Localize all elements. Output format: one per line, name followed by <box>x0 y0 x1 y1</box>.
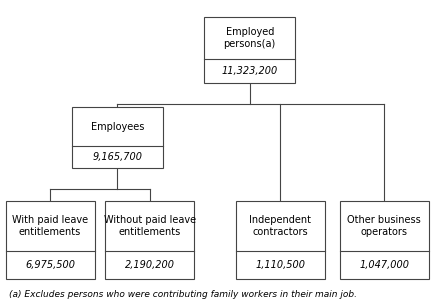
FancyBboxPatch shape <box>72 107 163 168</box>
Text: 6,975,500: 6,975,500 <box>25 260 75 270</box>
Text: Without paid leave
entitlements: Without paid leave entitlements <box>104 215 196 237</box>
FancyBboxPatch shape <box>204 17 295 83</box>
Text: Independent
contractors: Independent contractors <box>249 215 311 237</box>
FancyBboxPatch shape <box>5 201 94 279</box>
FancyBboxPatch shape <box>236 201 325 279</box>
FancyBboxPatch shape <box>105 201 194 279</box>
Text: With paid leave
entitlements: With paid leave entitlements <box>12 215 88 237</box>
Text: 1,110,500: 1,110,500 <box>255 260 305 270</box>
Text: Employees: Employees <box>91 122 144 132</box>
FancyBboxPatch shape <box>340 201 429 279</box>
Text: 11,323,200: 11,323,200 <box>222 66 278 76</box>
Text: Other business
operators: Other business operators <box>347 215 421 237</box>
Text: Employed
persons(a): Employed persons(a) <box>224 27 276 49</box>
Text: (a) Excludes persons who were contributing family workers in their main job.: (a) Excludes persons who were contributi… <box>9 290 357 299</box>
Text: 9,165,700: 9,165,700 <box>92 152 142 162</box>
Text: 2,190,200: 2,190,200 <box>125 260 175 270</box>
Text: 1,047,000: 1,047,000 <box>359 260 409 270</box>
